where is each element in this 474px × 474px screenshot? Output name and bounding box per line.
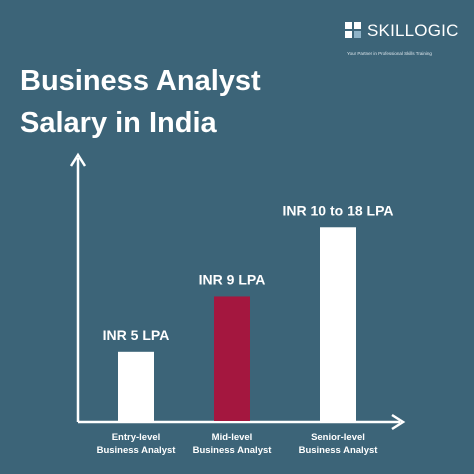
- chart-value-labels: INR 5 LPA INR 9 LPA INR 10 to 18 LPA: [103, 202, 394, 343]
- bar-2: [320, 227, 356, 421]
- bar-0: [118, 351, 154, 421]
- logo-mark-icon: [345, 22, 363, 40]
- chart-axes: [69, 152, 406, 431]
- category-label-line: Business Analyst: [193, 445, 273, 456]
- chart-category-labels: Entry-level Business Analyst Mid-level Busi…: [97, 432, 379, 456]
- chart-title: Business Analyst Salary in India: [20, 60, 320, 144]
- bar-1: [214, 296, 250, 421]
- brand-logo: SKILLOGIC Your Partner in Professional S…: [345, 20, 465, 60]
- brand-name: SKILLOGIC: [367, 21, 459, 40]
- category-label-line: Business Analyst: [97, 445, 177, 456]
- category-label-line: Mid-level: [212, 432, 253, 443]
- x-axis-arrow-icon: [391, 413, 406, 431]
- brand-tagline: Your Partner in Professional Skills Trai…: [347, 51, 432, 56]
- category-label-0: Entry-level Business Analyst: [97, 432, 177, 456]
- category-label-line: Entry-level: [112, 432, 161, 443]
- chart-bars: [118, 227, 356, 421]
- category-label-line: Senior-level: [311, 432, 365, 443]
- y-axis-arrow-icon: [69, 152, 87, 167]
- category-label-1: Mid-level Business Analyst: [193, 432, 273, 456]
- bar-value-label-2: INR 10 to 18 LPA: [283, 202, 394, 218]
- chart-title-line-1: Business Analyst: [20, 65, 261, 97]
- category-label-2: Senior-level Business Analyst: [299, 432, 379, 456]
- bar-value-label-0: INR 5 LPA: [103, 327, 170, 343]
- bar-value-label-1: INR 9 LPA: [199, 271, 266, 287]
- chart-title-line-2: Salary in India: [20, 107, 217, 139]
- category-label-line: Business Analyst: [299, 445, 379, 456]
